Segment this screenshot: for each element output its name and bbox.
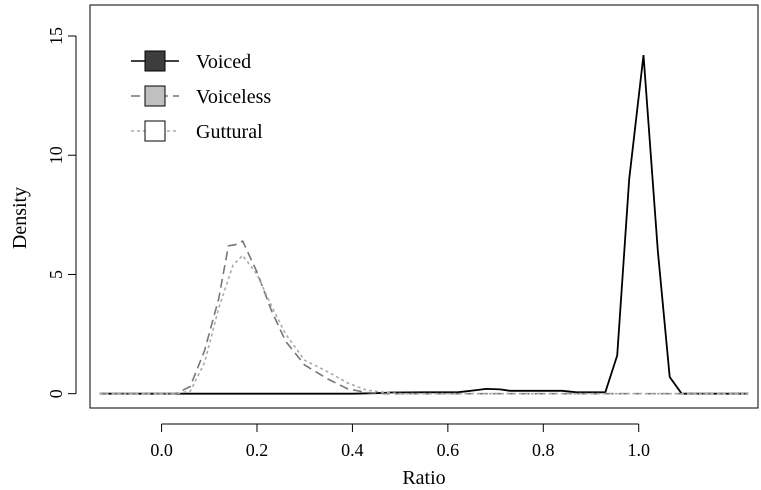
series-line-guttural bbox=[99, 254, 749, 395]
axes-layer: 0.0 0.2 0.4 0.6 0.8 1.0 0 5 10 15 bbox=[46, 27, 650, 460]
y-tick-label: 15 bbox=[46, 27, 66, 45]
legend-swatch-voiced bbox=[144, 50, 166, 72]
x-tick-label: 1.0 bbox=[627, 440, 650, 460]
y-tick-label: 0 bbox=[46, 389, 66, 398]
legend-label-voiceless: Voiceless bbox=[196, 86, 271, 108]
legend-swatch-voiceless bbox=[144, 85, 166, 107]
legend-label-voiced: Voiced bbox=[196, 51, 251, 73]
y-tick-label: 5 bbox=[46, 270, 66, 279]
series-layer bbox=[99, 54, 749, 395]
x-tick-label: 0.8 bbox=[532, 440, 555, 460]
x-axis-title: Ratio bbox=[402, 467, 445, 489]
y-axis-title: Density bbox=[9, 187, 31, 249]
plot-frame bbox=[89, 4, 759, 409]
x-tick-label: 0.4 bbox=[341, 440, 364, 460]
series-line-voiced bbox=[99, 54, 749, 395]
legend-swatch-guttural bbox=[144, 120, 166, 142]
x-tick-label: 0.0 bbox=[150, 440, 173, 460]
y-tick-label: 10 bbox=[46, 146, 66, 164]
series-line-voiceless bbox=[99, 240, 749, 395]
x-tick-label: 0.2 bbox=[246, 440, 269, 460]
x-tick-label: 0.6 bbox=[437, 440, 460, 460]
legend-label-guttural: Guttural bbox=[196, 121, 263, 143]
legend: Voiced Voiceless Guttural bbox=[131, 50, 271, 143]
